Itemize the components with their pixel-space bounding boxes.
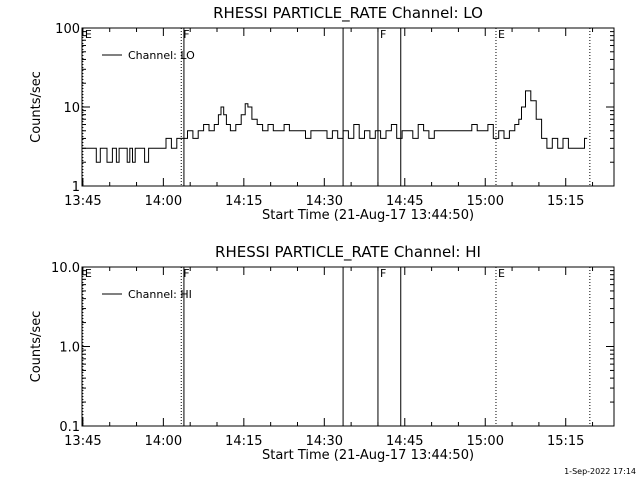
y-tick-label: 1: [72, 180, 80, 195]
y-tick-label: 10.0: [51, 261, 80, 276]
event-marker-label: E: [498, 28, 505, 41]
event-marker-label: F: [183, 267, 189, 280]
y-tick-label: 10: [63, 101, 80, 116]
event-marker-label: E: [498, 267, 505, 280]
x-tick-label: 15:15: [547, 194, 584, 209]
event-marker-label: F: [380, 267, 386, 280]
legend-label: Channel: HI: [128, 288, 192, 301]
x-tick-label: 14:00: [145, 434, 182, 449]
x-tick-label: 15:15: [547, 434, 584, 449]
chart-title: RHESSI PARTICLE_RATE Channel: LO: [213, 4, 483, 23]
series-line-0: [82, 90, 588, 163]
chart-panel-1: RHESSI PARTICLE_RATE Channel: HI 13:45 14:…: [29, 243, 615, 463]
x-tick-label: 13:45: [64, 434, 101, 449]
x-tick-label: 14:30: [306, 194, 343, 209]
y-tick-label: 1.0: [59, 341, 80, 356]
y-axis-label: Counts/sec: [29, 71, 44, 143]
y-tick-label: 100: [55, 22, 80, 37]
x-tick-label: 15:00: [467, 194, 504, 209]
chart-title: RHESSI PARTICLE_RATE Channel: HI: [215, 243, 481, 262]
panels: RHESSI PARTICLE_RATE Channel: LO 13:45 14:…: [29, 4, 615, 463]
x-tick-label: 14:00: [145, 194, 182, 209]
x-axis-label: Start Time (21-Aug-17 13:44:50): [262, 448, 474, 463]
x-tick-label: 15:00: [467, 434, 504, 449]
event-marker-label: F: [183, 28, 189, 41]
event-marker-label: F: [380, 28, 386, 41]
x-tick-label: 14:15: [225, 194, 262, 209]
event-marker-label: E: [85, 267, 92, 280]
event-marker-label: E: [85, 28, 92, 41]
legend-label: Channel: LO: [128, 49, 195, 62]
x-tick-label: 14:45: [386, 434, 423, 449]
x-tick-label: 14:45: [386, 194, 423, 209]
x-axis-label: Start Time (21-Aug-17 13:44:50): [262, 208, 474, 223]
date-stamp: 1-Sep-2022 17:14: [564, 467, 636, 476]
x-tick-label: 13:45: [64, 194, 101, 209]
x-tick-label: 14:30: [306, 434, 343, 449]
y-axis-label: Counts/sec: [29, 311, 44, 383]
y-tick-label: 0.1: [59, 420, 80, 435]
chart-panel-0: RHESSI PARTICLE_RATE Channel: LO 13:45 14:…: [29, 4, 615, 223]
x-tick-label: 14:15: [225, 434, 262, 449]
